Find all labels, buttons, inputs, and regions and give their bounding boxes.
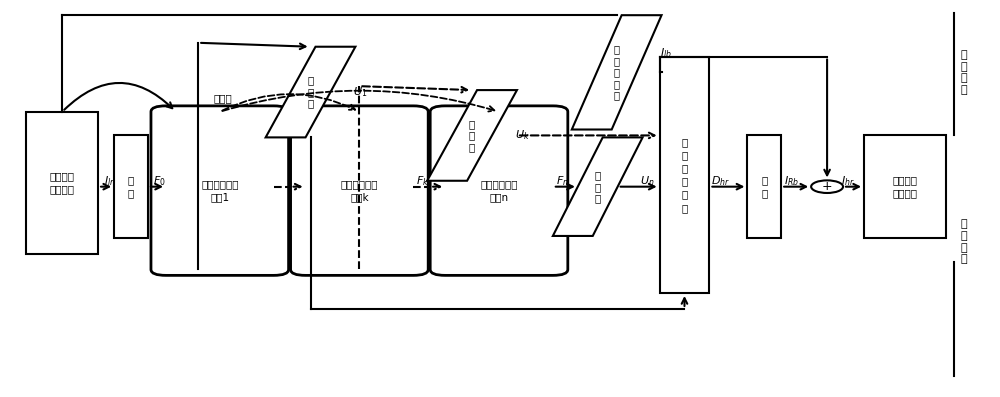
Text: $U_n$: $U_n$ [640, 174, 654, 188]
Text: $U_1$: $U_1$ [353, 85, 368, 99]
Text: $F_n$: $F_n$ [556, 174, 569, 188]
Text: $I_{lb}$: $I_{lb}$ [660, 46, 672, 60]
Polygon shape [553, 137, 643, 236]
Polygon shape [266, 47, 355, 137]
Text: 映
射
支
路: 映 射 支 路 [960, 50, 967, 95]
FancyBboxPatch shape [114, 135, 148, 238]
Text: 输入低分
辨率图像: 输入低分 辨率图像 [50, 171, 75, 194]
Text: 循环特征提取
模块1: 循环特征提取 模块1 [201, 179, 239, 202]
Polygon shape [427, 90, 517, 181]
FancyBboxPatch shape [660, 57, 709, 293]
Text: $D_{hr}$: $D_{hr}$ [711, 174, 731, 188]
Text: 反
卷
积: 反 卷 积 [307, 75, 314, 109]
Text: $F_k$: $F_k$ [416, 174, 429, 188]
FancyBboxPatch shape [864, 135, 946, 238]
Text: 反
卷
积: 反 卷 积 [469, 119, 475, 152]
Text: 判
别
融
合
模
块: 判 别 融 合 模 块 [681, 137, 688, 213]
Text: 残
差
支
路: 残 差 支 路 [960, 220, 967, 264]
FancyBboxPatch shape [430, 106, 568, 276]
FancyBboxPatch shape [747, 135, 781, 238]
Text: $U_k$: $U_k$ [515, 129, 530, 142]
Text: 循环特征提取
模块k: 循环特征提取 模块k [341, 179, 378, 202]
FancyBboxPatch shape [291, 106, 428, 276]
Text: 输出高分
辨率图像: 输出高分 辨率图像 [892, 175, 917, 198]
Text: $I_{hr}$: $I_{hr}$ [841, 174, 855, 188]
FancyBboxPatch shape [151, 106, 289, 276]
Text: 卷
积: 卷 积 [128, 175, 134, 198]
Text: 卷
积: 卷 积 [761, 175, 767, 198]
Polygon shape [572, 15, 662, 129]
Text: 循环特征提取
模块n: 循环特征提取 模块n [480, 179, 518, 202]
Text: $I_{lr}$: $I_{lr}$ [104, 174, 115, 188]
Text: +: + [822, 180, 832, 193]
Text: 双
三
次
插
值: 双 三 次 插 值 [614, 44, 620, 100]
Text: $I_{Rb}$: $I_{Rb}$ [784, 174, 799, 188]
FancyBboxPatch shape [26, 112, 98, 254]
Text: 反
卷
积: 反 卷 积 [595, 170, 601, 203]
Text: 跳连接: 跳连接 [214, 93, 233, 103]
Text: $F_0$: $F_0$ [153, 174, 166, 188]
